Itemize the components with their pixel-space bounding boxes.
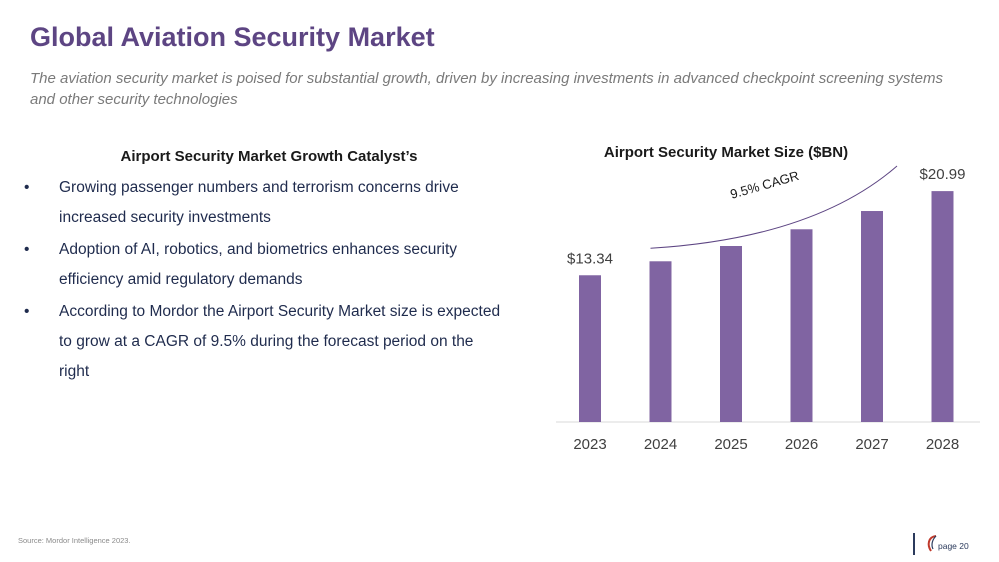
x-tick-label: 2023 — [573, 436, 606, 453]
catalyst-bullet-list: • Growing passenger numbers and terroris… — [22, 173, 502, 387]
x-tick-label: 2027 — [855, 436, 888, 453]
footer-divider — [913, 533, 915, 555]
market-size-bar-chart: 2023 $13.34 2024 2025 2026 2027 2028 $20.99 9.5%… — [556, 165, 980, 453]
x-tick-label: 2026 — [785, 436, 818, 453]
bar-2026 — [790, 229, 813, 422]
bar-2023 — [579, 275, 601, 422]
bar-2028 — [931, 191, 954, 422]
catalyst-bullet-text: Growing passenger numbers and terrorism … — [59, 179, 459, 226]
source-note: Source: Mordor Intelligence 2023. — [18, 536, 131, 545]
catalyst-bullet-2: • Adoption of AI, robotics, and biometri… — [22, 235, 502, 295]
bullet-marker: • — [24, 179, 30, 196]
cagr-trend-line — [650, 165, 898, 249]
catalyst-bullet-3: • According to Mordor the Airport Securi… — [22, 297, 502, 387]
bar-2024 — [649, 261, 672, 422]
x-tick-label: 2025 — [714, 436, 747, 453]
x-tick-label: 2024 — [644, 436, 677, 453]
cagr-annotation: 9.5% CAGR — [728, 168, 800, 202]
bar-2025 — [720, 246, 742, 422]
data-label: $13.34 — [567, 250, 613, 267]
data-label: $20.99 — [920, 166, 966, 183]
page-number: page 20 — [938, 541, 969, 551]
bullet-marker: • — [24, 241, 30, 258]
page-title: Global Aviation Security Market — [30, 22, 435, 52]
page-subtitle: The aviation security market is poised f… — [30, 70, 943, 108]
catalyst-bullet-1: • Growing passenger numbers and terroris… — [22, 173, 502, 233]
x-tick-label: 2028 — [926, 436, 959, 453]
catalyst-bullet-text: Adoption of AI, robotics, and biometrics… — [59, 241, 458, 288]
growth-catalyst-panel: Airport Security Market Growth Catalyst’… — [22, 148, 502, 389]
company-logo-icon — [927, 535, 937, 552]
panel-heading: Airport Security Market Growth Catalyst’… — [120, 148, 418, 165]
bullet-marker: • — [24, 303, 30, 320]
bar-2027 — [861, 211, 883, 422]
chart-title: Airport Security Market Size ($BN) — [603, 144, 849, 161]
catalyst-bullet-text: According to Mordor the Airport Security… — [59, 303, 501, 380]
